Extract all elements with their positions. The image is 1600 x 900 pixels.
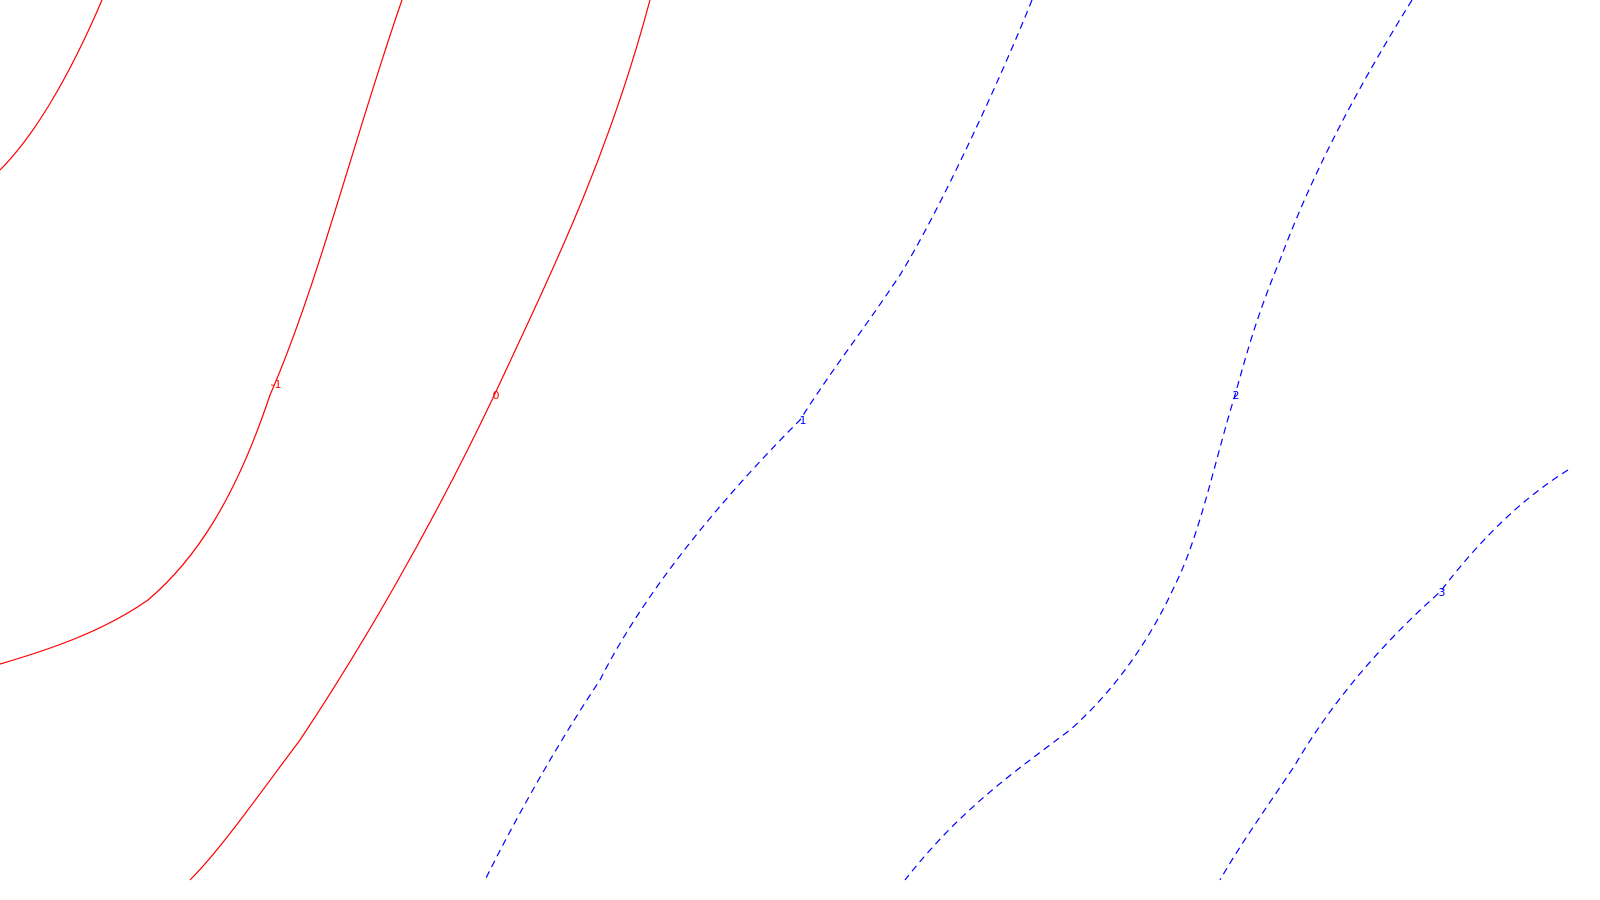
contour-line-level-minus-1 [0, 0, 403, 665]
contour-label-level-0: 0 [493, 389, 500, 402]
contour-label-level-1: 1 [800, 414, 807, 427]
contour-label-level-2: 2 [1233, 389, 1240, 402]
contour-line-level-2 [904, 0, 1413, 881]
contour-label-level-minus-1: -1 [271, 378, 282, 391]
contour-line-level-minus-2 [0, 0, 103, 171]
contour-line-level-3 [1219, 469, 1569, 881]
contour-line-level-0 [189, 0, 651, 881]
contour-label-level-3: 3 [1439, 586, 1446, 599]
